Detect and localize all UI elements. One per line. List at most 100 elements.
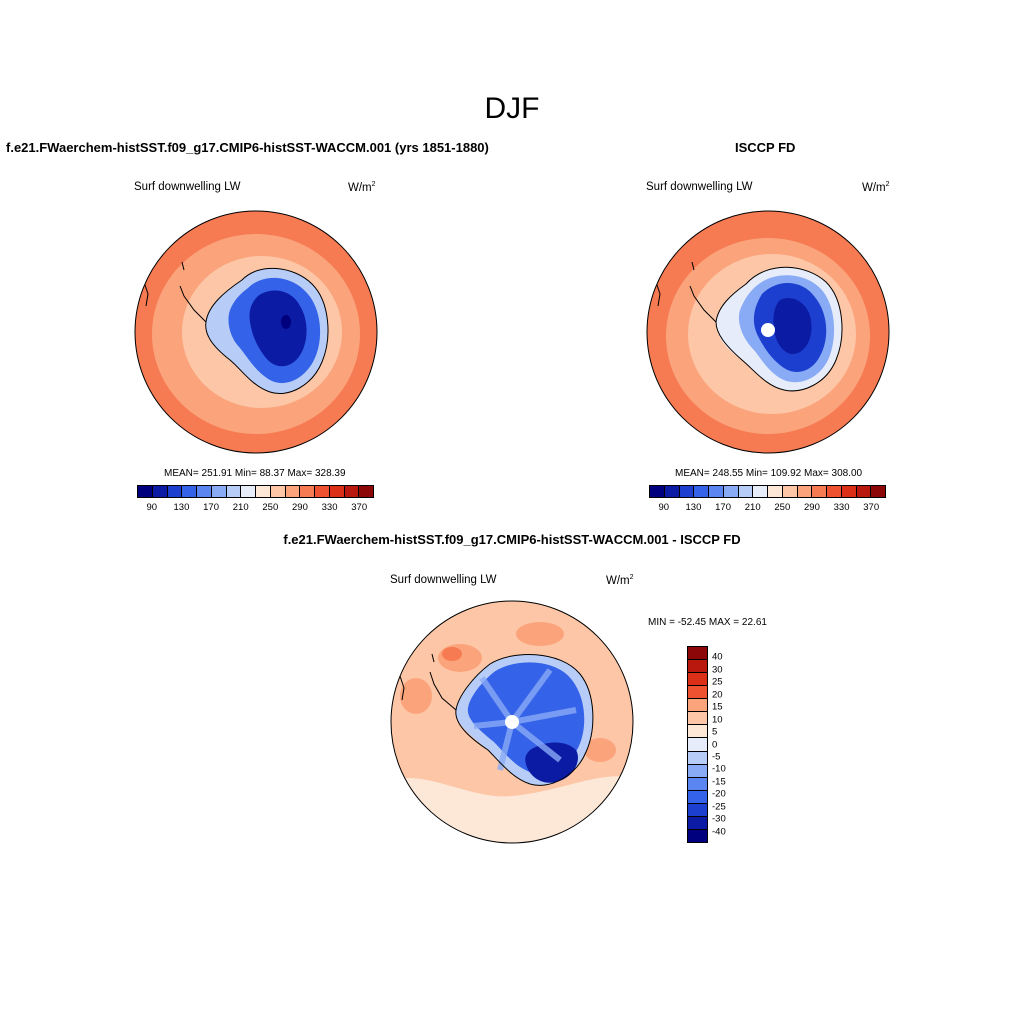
colorbar-swatch [315,486,330,497]
colorbar-tick-label: 170 [203,502,219,513]
panel2-stats: MEAN= 248.55 Min= 109.92 Max= 308.00 [675,468,863,479]
colorbar-tick-label: 210 [232,502,249,513]
colorbar-tick-label: -15 [712,776,726,788]
colorbar-tick-label: 330 [833,502,850,513]
panel2-map-border [646,210,890,454]
panel2-coastline-continents [655,261,695,307]
colorbar-swatch [688,803,707,817]
panel2-coastline [689,266,843,392]
colorbar-swatch [329,486,345,497]
panel2-polar-map [646,210,890,454]
colorbar-tick-label: 250 [774,502,791,513]
panel2-title: ISCCP FD [735,140,796,155]
colorbar-tick-label: 210 [744,502,761,513]
colorbar-swatch [211,486,227,497]
colorbar-swatch [344,486,360,497]
colorbar-swatch [152,486,168,497]
colorbar-tick-label: 250 [262,502,279,513]
colorbar-tick-label: 25 [712,676,723,688]
panel1-coastline [179,267,329,394]
colorbar-tick-label: 20 [712,689,723,701]
colorbar-swatch [270,486,286,497]
panel2-pole-hole [761,323,775,337]
colorbar-swatch [359,486,373,497]
colorbar-tick-label: 170 [715,502,731,513]
colorbar-tick-label: 5 [712,726,718,738]
panel1-title: f.e21.FWaerchem-histSST.f09_g17.CMIP6-hi… [6,140,489,155]
colorbar-tick-label: 130 [685,502,702,513]
panel3-units: W/m2 [606,574,634,587]
colorbar-tick-label: -5 [712,751,721,763]
colorbar-swatch [709,486,724,497]
colorbar-swatch [226,486,242,497]
colorbar-tick-label: 0 [712,739,718,750]
colorbar-swatch [197,486,212,497]
panel3-field-strong-cold [525,742,578,783]
panel3-colorbar-ticks: 40 30 25 20 15 10 5 0 -5 -10 -15 -20 -25 -30 -40 [712,646,742,843]
panel1-polar-map [134,210,378,454]
colorbar-tick-label: 90 [146,502,158,513]
colorbar-swatch [688,764,707,778]
panel3-field-warm-3 [400,678,432,714]
colorbar-tick-label: -40 [712,826,726,838]
colorbar-swatch [138,486,153,497]
colorbar-swatch [688,790,707,804]
panel3-field-warm-4 [584,738,616,762]
colorbar-tick-label: -25 [712,801,726,813]
panel1-coastline-continents [143,261,185,307]
colorbar-swatch [688,712,707,726]
panel1-colorbar [137,485,374,498]
colorbar-tick-label: 370 [351,502,368,513]
panel2-field-plateau [773,297,812,355]
colorbar-swatch [782,486,798,497]
colorbar-tick-label: 370 [863,502,880,513]
colorbar-swatch [768,486,783,497]
panel1-field-plateau [249,290,307,367]
colorbar-tick-label: 15 [712,701,723,713]
colorbar-swatch [694,486,709,497]
colorbar-swatch [300,486,315,497]
colorbar-tick-label: -30 [712,813,726,825]
colorbar-swatch [688,777,707,791]
colorbar-swatch [688,673,707,687]
colorbar-swatch [167,486,183,497]
colorbar-swatch [688,725,707,739]
colorbar-swatch [688,816,707,830]
colorbar-swatch [856,486,872,497]
colorbar-tick-label: 290 [804,502,820,513]
colorbar-swatch [841,486,857,497]
colorbar-tick-label: 30 [712,664,723,676]
colorbar-swatch [723,486,739,497]
colorbar-swatch [688,660,707,674]
colorbar-swatch [688,751,707,765]
colorbar-swatch [812,486,827,497]
colorbar-swatch [650,486,665,497]
figure-title: DJF [484,92,540,125]
panel3-coastline [429,654,594,786]
panel2-units: W/m2 [862,181,890,194]
panel3-colorbar [687,646,708,843]
colorbar-swatch [241,486,256,497]
panel2-variable-label: Surf downwelling LW [646,181,753,193]
colorbar-swatch [679,486,695,497]
panel2-colorbar-ticks: 90 130 170 210 250 290 330 370 [649,502,886,514]
panel3-coastline-continents [399,653,435,701]
panel3-field-warm-2 [516,622,564,646]
panel3-map-border [390,600,634,844]
colorbar-swatch [753,486,768,497]
panel3-field-warm-core [442,647,462,661]
colorbar-swatch [738,486,754,497]
panel3-pole-hole [505,715,519,729]
colorbar-tick-label: 40 [712,651,723,663]
colorbar-swatch [688,699,707,713]
colorbar-tick-label: -20 [712,788,726,800]
panel1-colorbar-ticks: 90 130 170 210 250 290 330 370 [137,502,374,514]
colorbar-tick-label: 130 [173,502,190,513]
colorbar-swatch [871,486,885,497]
panel3-variable-label: Surf downwelling LW [390,574,497,586]
colorbar-swatch [797,486,813,497]
colorbar-tick-label: 330 [321,502,338,513]
colorbar-tick-label: -10 [712,763,726,775]
panel1-stats: MEAN= 251.91 Min= 88.37 Max= 328.39 [164,468,346,479]
panel2-colorbar [649,485,886,498]
